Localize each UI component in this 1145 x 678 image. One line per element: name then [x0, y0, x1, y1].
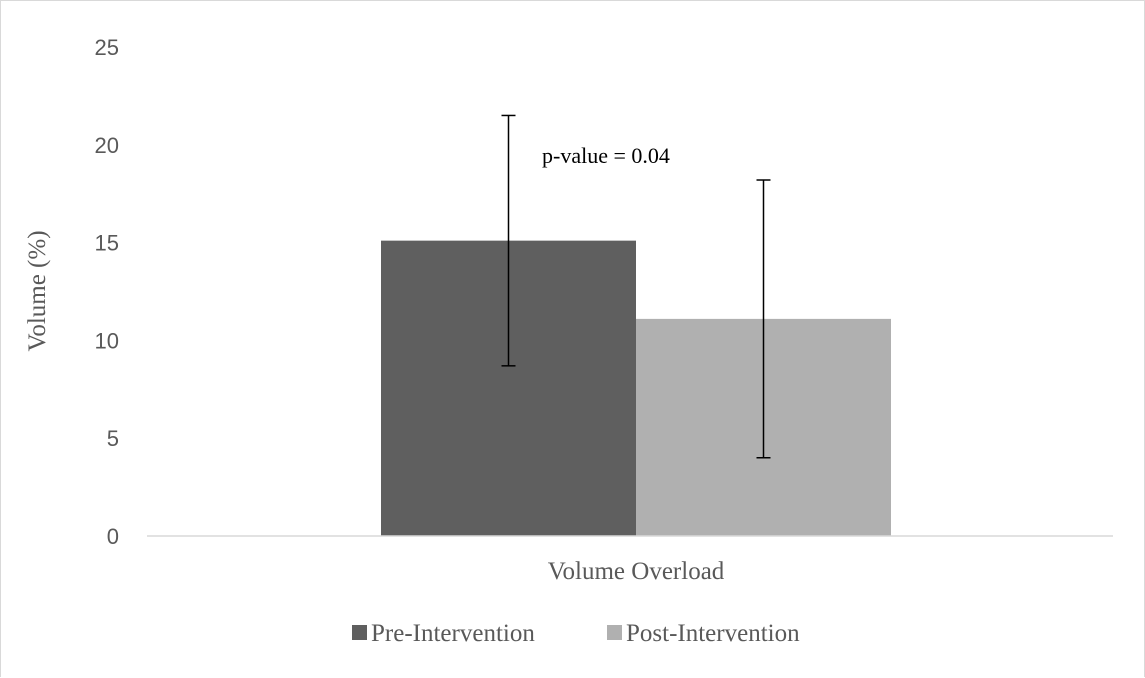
error-bars	[501, 114, 771, 459]
legend-swatch-post-intervention	[607, 625, 622, 640]
y-tick-label: 0	[107, 524, 119, 549]
p-value-annotation: p-value = 0.04	[542, 143, 670, 168]
legend-label-pre-intervention: Pre-Intervention	[371, 620, 535, 647]
y-axis-title: Volume (%)	[24, 230, 51, 351]
y-tick-label: 25	[95, 35, 119, 60]
legend: Pre-Intervention Post-Intervention	[352, 620, 800, 647]
y-tick-label: 15	[95, 231, 119, 256]
legend-label-post-intervention: Post-Intervention	[626, 620, 800, 647]
y-tick-label: 5	[107, 426, 119, 451]
x-category-label: Volume Overload	[548, 558, 725, 585]
y-axis-ticks: 0 5 10 15 20 25	[95, 35, 119, 549]
legend-swatch-pre-intervention	[352, 625, 367, 640]
bars	[381, 240, 891, 537]
y-tick-label: 10	[95, 328, 119, 353]
y-tick-label: 20	[95, 133, 119, 158]
